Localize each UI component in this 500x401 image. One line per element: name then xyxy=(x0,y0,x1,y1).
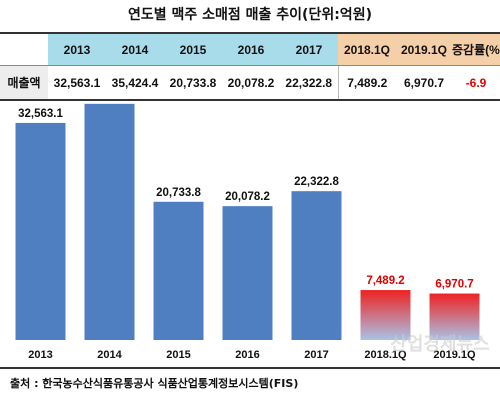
table-corner-cell xyxy=(0,32,48,66)
bar-2015 xyxy=(153,201,204,340)
bar-2014 xyxy=(84,103,135,340)
source-note: 출처 : 한국농수산식품유통공사 식품산업통계정보시스템(FIS) xyxy=(0,367,500,401)
table-row-label: 매출액 xyxy=(0,65,48,101)
table-cell: 20,733.8 xyxy=(164,65,222,101)
data-label-2018.1Q: 7,489.2 xyxy=(366,275,404,287)
table-cell: 6,970.7 xyxy=(396,65,452,101)
table-header-cell: 2019.1Q xyxy=(396,32,452,66)
x-tick-label: 2018.1Q xyxy=(364,349,407,361)
table-cell: 35,424.4 xyxy=(106,65,164,101)
table-header-cell: 2017 xyxy=(280,32,338,66)
x-tick-label: 2013 xyxy=(28,349,52,361)
watermark: 산업경제뉴스 xyxy=(390,334,489,355)
x-tick-label: 2019.1Q xyxy=(433,349,476,361)
data-label-2015: 20,733.8 xyxy=(156,187,201,199)
x-tick-label: 2014 xyxy=(97,349,122,361)
table-header-cell: 2013 xyxy=(48,32,106,66)
data-label-2016: 20,078.2 xyxy=(225,191,270,203)
table-header-cell: 증감률(%) xyxy=(452,32,500,66)
table-header-cell: 2016 xyxy=(222,32,280,66)
bar-2017 xyxy=(291,191,342,340)
table-cell: 32,563.1 xyxy=(48,65,106,101)
table-cell-change: -6.9 xyxy=(452,65,500,101)
page-title: 연도별 맥주 소매점 매출 추이(단위:억원) xyxy=(128,7,372,23)
bar-2013 xyxy=(15,122,66,341)
data-label-2017: 22,322.8 xyxy=(294,176,339,188)
bar-2016 xyxy=(222,206,273,340)
table-header-cell: 2014 xyxy=(106,32,164,66)
data-label-2013: 32,563.1 xyxy=(18,108,63,120)
x-tick-label: 2016 xyxy=(235,349,259,361)
bar-2018.1Q xyxy=(360,290,411,340)
table-header-row: 2013 2014 2015 2016 2017 2018.1Q 2019.1Q… xyxy=(0,32,500,66)
table-cell: 22,322.8 xyxy=(280,65,338,101)
sales-bar-chart: 32,563.1201335,424.4201420,733.8201520,0… xyxy=(15,103,490,361)
sales-table: 2013 2014 2015 2016 2017 2018.1Q 2019.1Q… xyxy=(0,32,500,101)
table-cell: 20,078.2 xyxy=(222,65,280,101)
table-header-cell: 2018.1Q xyxy=(338,32,396,66)
table-header-cell: 2015 xyxy=(164,32,222,66)
x-tick-label: 2017 xyxy=(304,349,328,361)
x-tick-label: 2015 xyxy=(166,349,190,361)
data-label-2019.1Q: 6,970.7 xyxy=(435,279,473,291)
table-cell: 7,489.2 xyxy=(337,65,396,101)
table-row: 매출액 32,563.1 35,424.4 20,733.8 20,078.2 … xyxy=(0,65,500,101)
bar-2019.1Q xyxy=(429,293,480,340)
